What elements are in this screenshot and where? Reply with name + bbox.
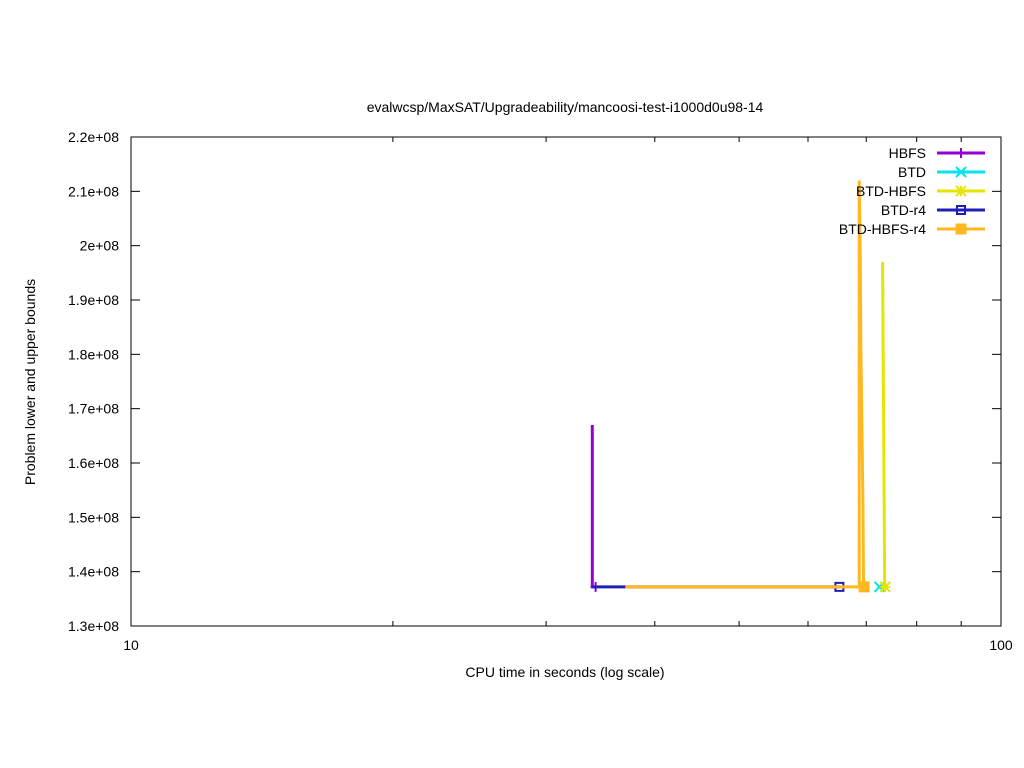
legend-label: BTD-r4: [881, 202, 926, 218]
series-btd-hbfs-r4: [625, 180, 870, 593]
chart-title: evalwcsp/MaxSAT/Upgradeability/mancoosi-…: [367, 99, 764, 115]
legend-marker: [956, 148, 966, 158]
y-tick-label: 1.3e+08: [68, 618, 119, 634]
plot-frame: [130, 136, 1002, 627]
y-tick-label: 1.8e+08: [68, 346, 119, 362]
y-tick-label: 1.6e+08: [68, 455, 119, 471]
legend: HBFS BTD BTD-HBFS BTD-r4 BTD-HBFS-r4: [839, 145, 985, 237]
legend-marker: [955, 166, 967, 178]
legend-item: BTD: [898, 164, 985, 180]
legend-item: BTD-HBFS-r4: [839, 221, 985, 237]
series-line: [625, 180, 865, 589]
legend-marker: [955, 223, 967, 235]
data-point: [879, 581, 891, 593]
data-point: [858, 581, 870, 593]
legend-item: HBFS: [889, 145, 985, 161]
y-axis-label: Problem lower and upper bounds: [22, 279, 38, 485]
y-tick-label: 1.5e+08: [68, 509, 119, 525]
legend-label: BTD-HBFS: [856, 183, 926, 199]
x-tick-label: 100: [989, 637, 1013, 653]
legend-label: BTD-HBFS-r4: [839, 221, 926, 237]
legend-item: BTD-r4: [881, 202, 985, 218]
y-tick-label: 1.7e+08: [68, 401, 119, 417]
y-tick-label: 2.2e+08: [68, 129, 119, 145]
series-btd-hbfs: [879, 261, 891, 593]
legend-marker: [955, 185, 967, 197]
legend-item: BTD-HBFS: [856, 183, 985, 199]
y-tick-label: 2.1e+08: [68, 183, 119, 199]
y-tick-label: 1.9e+08: [68, 292, 119, 308]
ticks: 1.3e+08 1.4e+08 1.5e+08 1.6e+08 1.7e+08 1.8e+…: [68, 129, 1013, 653]
legend-label: BTD: [898, 164, 926, 180]
series-layer: [590, 180, 891, 593]
y-tick-label: 2e+08: [80, 238, 120, 254]
x-axis-label: CPU time in seconds (log scale): [465, 664, 664, 680]
y-tick-label: 1.4e+08: [68, 564, 119, 580]
legend-marker: [956, 205, 966, 215]
legend-label: HBFS: [889, 145, 926, 161]
x-tick-label: 10: [123, 637, 139, 653]
